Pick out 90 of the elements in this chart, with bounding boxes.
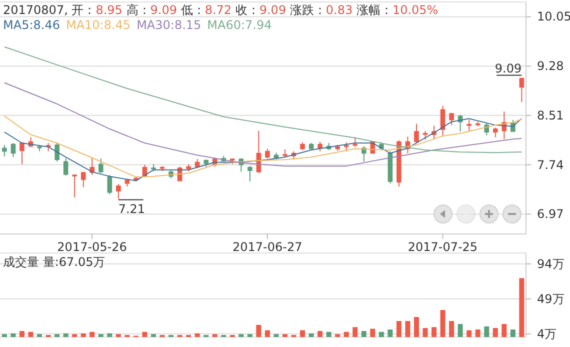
bar — [344, 332, 349, 337]
bar — [492, 328, 498, 337]
bar — [440, 310, 446, 337]
candlestick — [449, 112, 454, 126]
candlestick — [80, 171, 86, 188]
bar — [388, 330, 393, 337]
bar — [378, 332, 384, 337]
bar — [326, 332, 332, 337]
bar — [458, 324, 463, 337]
bar — [238, 334, 244, 337]
y-tick-label: 8.51 — [537, 108, 564, 122]
y-tick-label: 7.74 — [537, 158, 564, 172]
bar — [422, 328, 428, 337]
y-tick-label: 4万 — [537, 326, 557, 341]
text: MA60:7.94 — [207, 18, 272, 32]
bar — [19, 331, 24, 337]
line-series — [4, 82, 522, 167]
bar — [466, 330, 472, 337]
candlestick — [116, 184, 121, 200]
chart-title: 20170807, 开：8.95 高：9.09 低：8.72 收：9.09 涨跌：0.83 涨幅：10.05% — [3, 3, 438, 17]
bar — [282, 334, 288, 337]
candlestick — [107, 174, 112, 195]
bar — [98, 334, 104, 337]
bar — [308, 333, 314, 337]
bar — [335, 334, 340, 337]
bar — [247, 334, 252, 337]
bar — [300, 330, 306, 337]
bar — [396, 320, 402, 337]
bar — [54, 334, 60, 337]
y-tick-label: 9.28 — [537, 59, 564, 74]
chart-title: 成交量 量:67.05万 — [3, 255, 106, 269]
candlestick — [248, 166, 252, 182]
bar — [72, 334, 78, 337]
bar — [194, 333, 200, 337]
candlestick — [492, 127, 498, 138]
text: MA5:8.46 — [3, 18, 60, 32]
text: MA10:8.45 — [66, 18, 131, 32]
bar — [28, 332, 34, 337]
bar — [150, 334, 156, 337]
y-tick-label: 49万 — [537, 292, 564, 306]
candlestick — [466, 119, 472, 132]
bar — [484, 326, 490, 337]
annotation: 7.21 — [118, 202, 146, 216]
candlestick — [318, 141, 322, 152]
bar — [2, 334, 7, 337]
candlestick — [352, 136, 358, 148]
text: MA30:8.15 — [136, 18, 202, 32]
candlestick — [2, 144, 7, 157]
bar — [414, 317, 419, 337]
bar — [37, 334, 42, 337]
candlestick — [414, 123, 419, 144]
bar — [510, 330, 516, 337]
annotation: 9.09 — [494, 61, 522, 76]
bar — [90, 332, 95, 337]
bar — [212, 334, 218, 337]
bar — [318, 331, 323, 337]
bar — [432, 327, 437, 337]
x-tick-label: 2017-05-26 — [57, 240, 127, 254]
bar — [80, 333, 86, 337]
candlestick — [519, 78, 524, 102]
bar — [264, 330, 270, 337]
bar — [142, 332, 148, 337]
y-tick-label: 6.97 — [537, 207, 564, 222]
line-series — [4, 46, 522, 154]
bar — [63, 333, 68, 337]
y-tick-label: 94万 — [537, 256, 564, 271]
x-tick-label: 2017-07-25 — [408, 240, 478, 254]
bar — [405, 320, 410, 337]
bar — [370, 328, 376, 337]
candlestick — [20, 142, 24, 165]
bar — [519, 278, 524, 337]
bar — [352, 327, 358, 337]
x-tick-label: 2017-06-27 — [232, 240, 302, 254]
y-tick-label: 10.05 — [537, 10, 570, 24]
bar — [274, 334, 279, 337]
bar — [361, 331, 366, 337]
bar — [475, 330, 480, 337]
bar — [107, 333, 112, 337]
candlestick — [63, 158, 68, 176]
candlestick — [54, 142, 60, 162]
bar — [502, 324, 507, 337]
candlestick — [265, 148, 270, 159]
bar — [116, 334, 121, 337]
bar — [449, 320, 454, 337]
candlestick — [484, 122, 490, 136]
bar — [256, 324, 262, 337]
bar — [10, 333, 16, 337]
candlestick — [98, 158, 104, 174]
candlestick — [72, 174, 77, 198]
candlestick — [10, 142, 16, 158]
